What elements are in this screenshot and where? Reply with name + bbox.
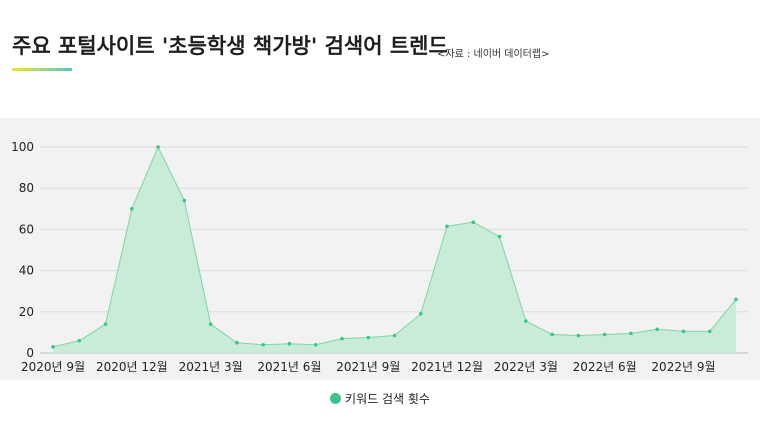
source-note: <자료 : 네이버 데이터랩> xyxy=(437,49,550,60)
data-point xyxy=(734,297,738,302)
x-tick-label: 2022년 9월 xyxy=(651,360,715,374)
data-point xyxy=(340,336,344,341)
y-tick-label: 60 xyxy=(19,222,34,236)
y-tick-label: 100 xyxy=(11,140,34,154)
data-point xyxy=(602,332,607,337)
data-point xyxy=(655,327,659,332)
y-tick-label: 80 xyxy=(19,181,34,195)
x-tick-label: 2021년 12월 xyxy=(411,360,483,374)
title-underline xyxy=(12,68,72,71)
data-point xyxy=(208,322,213,326)
chart-title: 주요 포털사이트 '초등학생 책가방' 검색어 트렌드 xyxy=(12,34,448,58)
legend[interactable]: 키워드 검색 횟수 xyxy=(0,390,760,407)
data-point xyxy=(366,335,371,340)
data-point xyxy=(681,329,686,334)
data-point xyxy=(629,331,633,336)
x-tick-label: 2020년 12월 xyxy=(96,360,168,374)
data-point xyxy=(287,341,292,346)
x-tick-label: 2020년 9월 xyxy=(21,360,85,374)
x-tick-label: 2022년 6월 xyxy=(573,360,637,374)
data-point xyxy=(103,322,108,326)
data-point xyxy=(418,312,423,316)
y-tick-label: 20 xyxy=(19,305,34,319)
data-point xyxy=(130,207,134,211)
legend-marker xyxy=(330,393,342,404)
data-point xyxy=(235,340,239,345)
data-point xyxy=(182,198,187,203)
data-point xyxy=(156,145,160,149)
data-point xyxy=(77,338,82,343)
data-point xyxy=(471,220,476,224)
data-point xyxy=(550,332,554,337)
x-tick-label: 2022년 3월 xyxy=(494,360,558,374)
data-point xyxy=(524,319,528,323)
x-tick-label: 2021년 3월 xyxy=(179,360,243,374)
data-point xyxy=(392,333,397,338)
data-point xyxy=(576,333,581,338)
legend-label: 키워드 검색 횟수 xyxy=(345,392,430,406)
series-area xyxy=(53,147,736,353)
y-tick-label: 0 xyxy=(26,346,34,360)
y-tick-label: 40 xyxy=(19,264,34,278)
data-point xyxy=(497,234,502,239)
data-point xyxy=(51,345,55,349)
x-tick-label: 2021년 6월 xyxy=(257,360,321,374)
data-point xyxy=(261,342,265,347)
x-tick-label: 2021년 9월 xyxy=(336,360,400,374)
data-point xyxy=(445,224,449,229)
data-point xyxy=(707,329,712,334)
data-point xyxy=(313,342,318,347)
